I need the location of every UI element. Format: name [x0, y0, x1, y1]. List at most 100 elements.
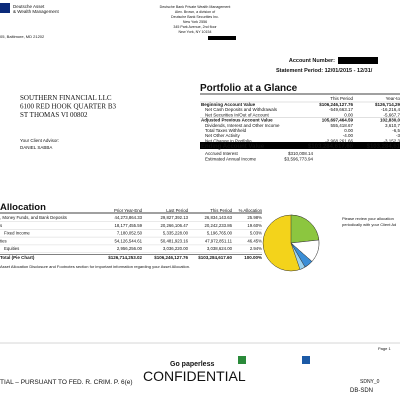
- row-value: 555,418.67: [330, 123, 353, 128]
- column-header: Last Period: [166, 208, 188, 213]
- row-label: Ending Account Value: [201, 144, 265, 150]
- award-badge: [238, 356, 246, 364]
- row-value: $126,714,29: [375, 102, 400, 107]
- row-value: 0.00: [344, 112, 353, 117]
- row-value: $310,008.14: [288, 151, 314, 156]
- section-title: Allocation: [0, 202, 46, 213]
- review-note: periodically with your Client Ad: [342, 222, 396, 227]
- row-label: Beginning Account Value: [201, 102, 256, 107]
- row-value: 50,481,923.16: [161, 238, 189, 243]
- bates-number: SDNY_0: [360, 379, 380, 385]
- row-label: Total Taxes Withheld: [205, 128, 247, 133]
- row-value: $126,714,253.02: [108, 255, 142, 260]
- row-value: $3,596,773.94: [284, 157, 313, 162]
- row-label: ties: [0, 238, 7, 243]
- row-value: 19.60%: [247, 223, 262, 228]
- row-label: Net Other Activity: [205, 133, 241, 138]
- row-value: $106,246,127.76: [154, 255, 188, 260]
- award-badge: [302, 356, 310, 364]
- row-value: 46.45%: [247, 238, 262, 243]
- column-header: This Period: [330, 96, 353, 101]
- office-line: Deutsche Bank Securities Inc.: [171, 15, 219, 19]
- row-value: 5,335,228.00: [163, 231, 189, 236]
- row-value: -5,667,7: [383, 112, 400, 117]
- logo-text: Deutsche Asset: [13, 4, 45, 9]
- statement-period: Statement Period: 12/01/2015 - 12/31/: [276, 68, 373, 74]
- row-value: -3: [396, 133, 400, 138]
- row-value: 2.94%: [250, 246, 262, 251]
- row-value: -16,216,4: [381, 107, 400, 112]
- row-value: 20,242,233.86: [205, 223, 233, 228]
- row-label: Net Change in Portfolio: [205, 138, 252, 143]
- row-value: 3,038,624.00: [207, 246, 233, 251]
- row-label: Adjusted Previous Account Value: [201, 118, 273, 123]
- row-value: 44,273,864.33: [115, 215, 143, 220]
- redaction: [208, 36, 236, 40]
- row-value: 25.98%: [247, 215, 262, 220]
- row-value: -3,152,3: [383, 138, 400, 143]
- row-value: 47,972,851.11: [205, 238, 233, 243]
- row-label: Fixed Income: [4, 231, 30, 236]
- row-label: , Money Funds, and Bank Deposits: [0, 215, 67, 220]
- row-value: -4.00: [343, 133, 354, 138]
- office-address: 05, Baltimore, MD 21202: [0, 34, 45, 39]
- row-value: -6,5: [392, 128, 400, 133]
- row-value: $103,284,61: [367, 144, 400, 150]
- row-label: Dividends, Interest and Other Income: [205, 123, 280, 128]
- confidential-legend: TIAL – PURSUANT TO FED. R. CRIM. P. 6(e): [0, 379, 133, 386]
- row-label: Net Cash Deposits and Withdrawals: [205, 107, 278, 112]
- bates-number: DB-SDN: [350, 388, 373, 394]
- column-header: Prior Year-End: [114, 208, 143, 213]
- row-value: 20,266,106.47: [161, 223, 189, 228]
- office-line: Deutsche Bank Private Wealth Management: [160, 5, 231, 9]
- office-line: New York, NY 10154: [178, 30, 211, 34]
- address-line: 6100 RED HOOK QUARTER B3: [20, 103, 117, 111]
- glance-table: This Period Year-to Beginning Account Valu…: [200, 96, 400, 162]
- row-value: -549,663.17: [329, 107, 354, 112]
- row-value: 7,180,052.50: [117, 231, 143, 236]
- row-value: 3,610,7: [385, 123, 400, 128]
- allocation-pie: [262, 214, 320, 272]
- row-value: 105,697,464.59: [322, 118, 354, 123]
- paperless: Go paperless: [170, 361, 214, 368]
- row-value: 100.00%: [244, 255, 262, 260]
- center-block: Deutsche Bank Private Wealth ManagementA…: [160, 5, 231, 34]
- review-note: Please review your allocation: [342, 216, 394, 221]
- row-label: Total (Pie Chart): [0, 255, 35, 260]
- address-line: SOUTHERN FINANCIAL LLC: [20, 94, 112, 102]
- row-value: 5,196,765.00: [207, 231, 233, 236]
- logo-mark: [0, 3, 10, 13]
- row-value: -2,968,261.66: [325, 138, 353, 143]
- row-value: 29,827,392.13: [161, 215, 189, 220]
- footnote: Asset Allocation Disclosure and Footnote…: [0, 264, 190, 269]
- row-value: 102,830,0: [380, 118, 400, 123]
- advisor-label: Your Client Advisor:: [20, 138, 59, 143]
- account-number-label: Account Number:: [289, 58, 335, 64]
- pie-slice: [290, 242, 306, 270]
- row-value: 3,036,220.00: [163, 246, 189, 251]
- ending-bar: [200, 142, 400, 149]
- row-label: Accrued Interest: [205, 151, 239, 156]
- office-line: Alex. Brown, a division of: [175, 10, 215, 14]
- row-label: s: [0, 223, 2, 228]
- column-header: This Period: [210, 208, 232, 213]
- pie-slice: [290, 214, 320, 244]
- row-value: $103,284,617.60: [308, 144, 354, 150]
- page-number: Page 1: [378, 346, 391, 351]
- row-value: 54,126,544.61: [115, 238, 143, 243]
- column-header: Year-to: [386, 96, 400, 101]
- redaction: [338, 57, 378, 64]
- row-value: 0.00: [344, 128, 353, 133]
- row-value: $103,284,617.60: [198, 255, 232, 260]
- row-label: Net Securities In/Out of Account: [205, 112, 270, 117]
- row-label: Estimated Annual Income: [205, 157, 257, 162]
- office-line: New York 2556: [183, 20, 207, 24]
- row-value: $106,246,127.76: [319, 102, 353, 107]
- office-line: 345 Park Avenue, 2nd floor: [173, 25, 217, 29]
- confidential-stamp: CONFIDENTIAL: [143, 368, 246, 384]
- allocation-table: Prior Year-End Last Period This Period % Al…: [0, 208, 263, 269]
- column-header: % Allocation: [239, 208, 263, 213]
- logo-text: & Wealth Management: [13, 9, 59, 14]
